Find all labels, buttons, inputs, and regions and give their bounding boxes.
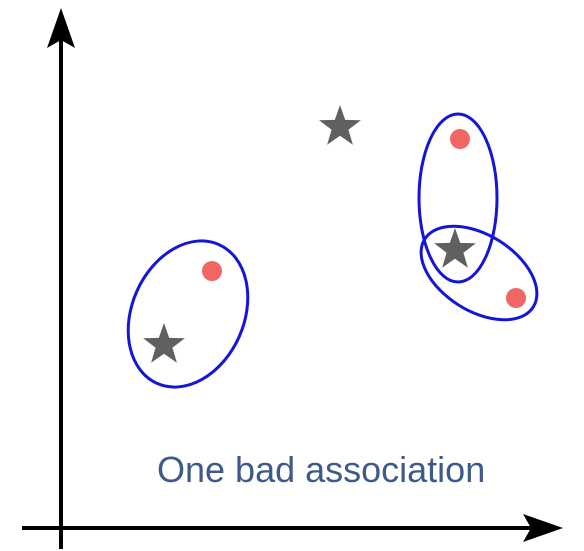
caption: One bad association	[157, 449, 485, 490]
axes	[22, 8, 563, 549]
circle-dot-icon	[202, 261, 222, 281]
association-ellipse-upper-right	[417, 112, 499, 284]
y-axis-arrow-icon	[47, 8, 75, 48]
targets	[143, 105, 476, 363]
star-icon	[434, 228, 476, 268]
association-ellipse-left	[126, 239, 250, 389]
x-axis-arrow-icon	[523, 514, 563, 542]
star-icon	[319, 105, 361, 145]
star-icon	[143, 323, 185, 363]
circle-dot-icon	[506, 288, 526, 308]
measurements	[202, 129, 526, 308]
circle-dot-icon	[450, 129, 470, 149]
association-ellipse-lower-right	[419, 224, 539, 322]
associations	[126, 112, 539, 389]
